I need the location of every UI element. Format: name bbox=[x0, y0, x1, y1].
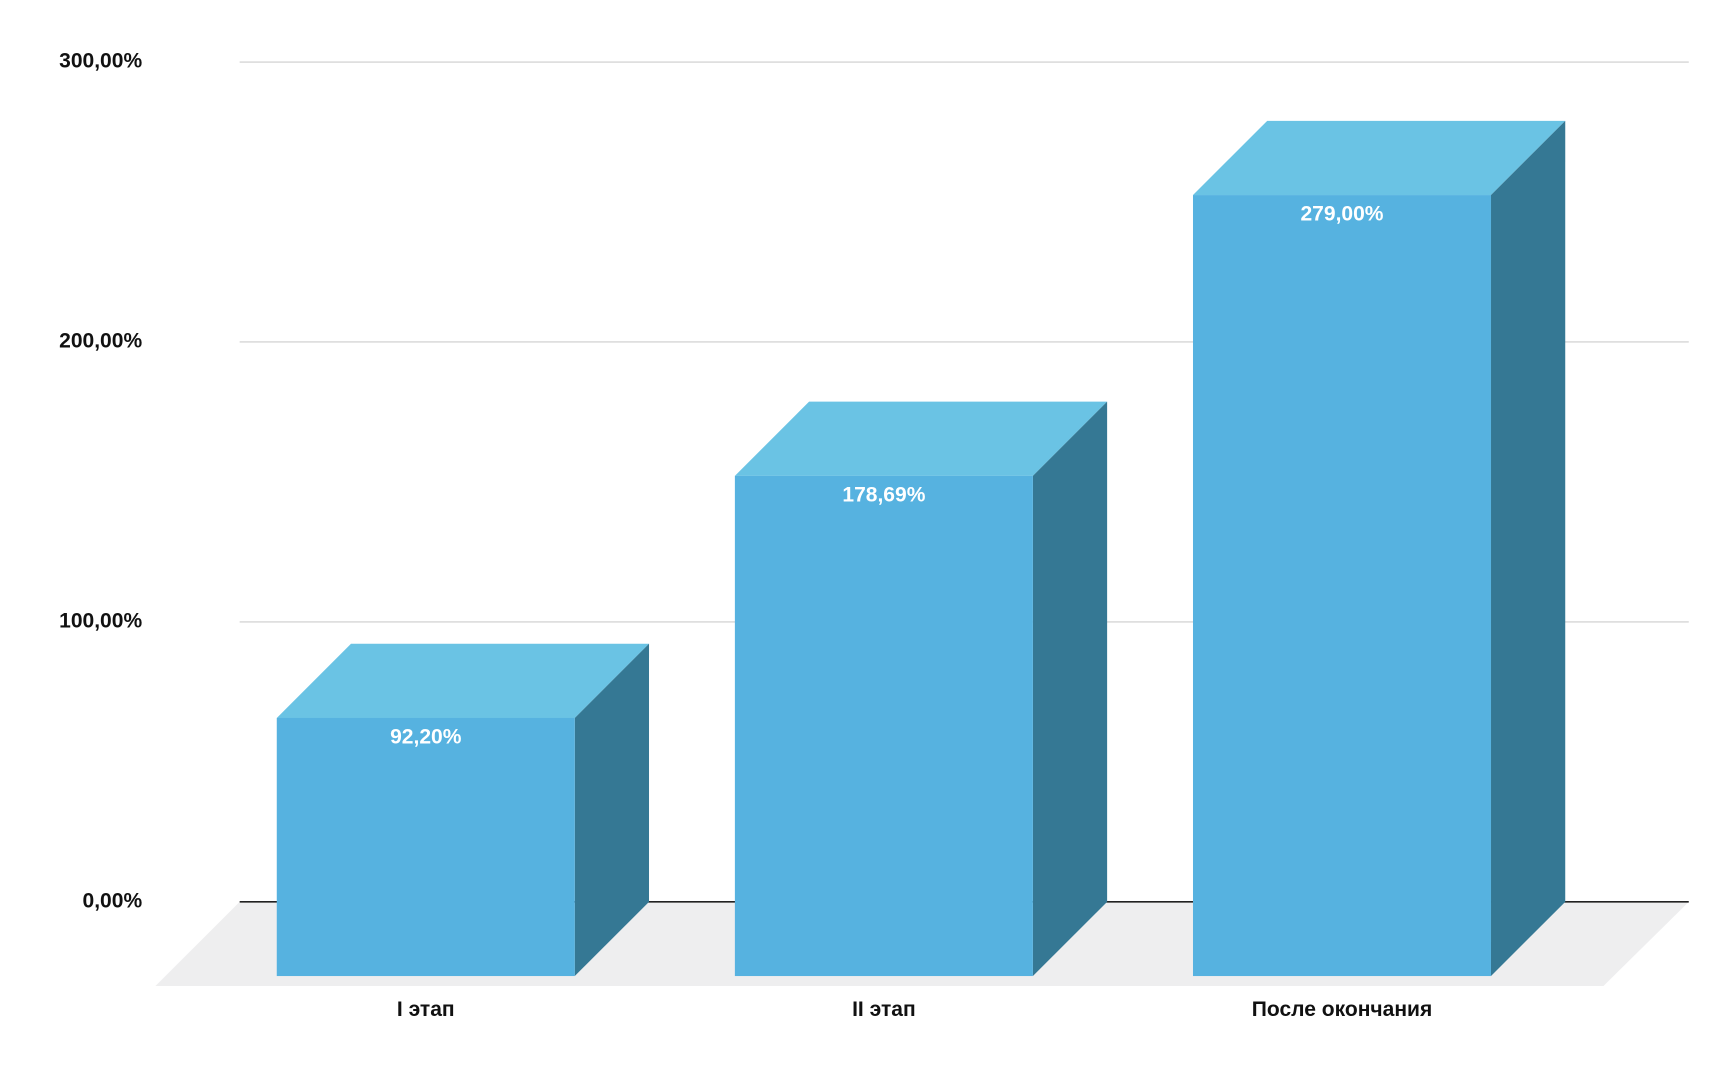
y-tick-label: 200,00% bbox=[59, 330, 142, 353]
y-tick-label: 300,00% bbox=[59, 50, 142, 73]
bar-top bbox=[276, 643, 650, 718]
value-label: 178,69% bbox=[842, 483, 925, 506]
x-tick-label: II этап bbox=[852, 998, 916, 1021]
bar-side bbox=[1032, 401, 1108, 977]
bar-top bbox=[734, 401, 1108, 476]
bar bbox=[734, 475, 1033, 977]
bar-top bbox=[1192, 120, 1566, 196]
bar-side bbox=[1491, 120, 1566, 977]
bar bbox=[276, 717, 575, 977]
y-tick-label: 100,00% bbox=[59, 609, 142, 632]
value-label: 279,00% bbox=[1300, 203, 1383, 226]
x-tick-label: I этап bbox=[397, 998, 455, 1021]
x-tick-label: После окончания bbox=[1252, 998, 1432, 1021]
y-tick-label: 0,00% bbox=[83, 889, 143, 912]
bar bbox=[1192, 195, 1492, 977]
bar-side bbox=[574, 643, 650, 977]
value-label: 92,20% bbox=[390, 725, 462, 748]
